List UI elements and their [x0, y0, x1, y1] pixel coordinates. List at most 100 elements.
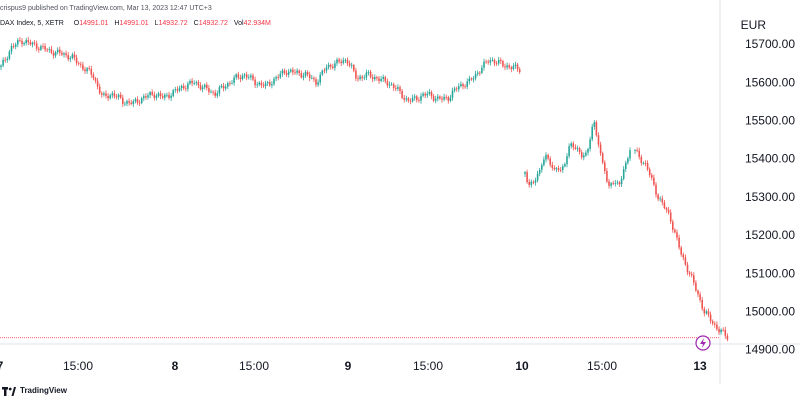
candle-body	[574, 147, 577, 149]
candle-body	[327, 64, 330, 68]
candle-body	[610, 183, 612, 186]
candle-body	[124, 103, 126, 105]
candle-body	[222, 85, 225, 89]
candle-body	[532, 181, 535, 183]
candle-body	[170, 95, 172, 98]
candle-body	[212, 91, 214, 93]
candle-body	[262, 85, 265, 87]
candle-body	[593, 122, 596, 127]
candle-body	[418, 100, 420, 101]
ohlc-low: L14932.72	[154, 20, 188, 27]
candle-body	[338, 59, 340, 62]
candle-body	[134, 99, 137, 102]
candle-body	[491, 59, 494, 61]
candle-body	[275, 77, 277, 79]
candle-body	[378, 78, 380, 81]
x-tick-label: 13	[693, 359, 707, 373]
y-tick-label: 15700.00	[745, 37, 795, 51]
candle-body	[367, 71, 370, 73]
ohlc-close: C14932.72	[193, 20, 228, 27]
candle-body	[27, 40, 30, 43]
candle-body	[392, 84, 395, 88]
candle-body	[52, 52, 55, 56]
brand-name[interactable]: TradingView	[20, 386, 67, 395]
candle-body	[545, 154, 547, 160]
y-tick-label: 15100.00	[745, 266, 795, 280]
candle-body	[466, 81, 468, 87]
candle-body	[334, 63, 336, 68]
candle-body	[684, 257, 687, 265]
candle-body	[682, 254, 685, 258]
symbol-legend[interactable]: DAX Index, 5, XETR O14991.01 H14991.01 L…	[0, 20, 271, 27]
candle-body	[8, 51, 11, 59]
candle-body	[701, 299, 703, 309]
candle-body	[136, 99, 139, 103]
candle-body	[0, 65, 2, 68]
candle-body	[218, 87, 221, 94]
candle-body	[189, 80, 191, 84]
candle-body	[644, 163, 647, 164]
candle-body	[445, 96, 447, 98]
tradingview-logo-icon[interactable]	[2, 387, 16, 396]
y-tick-label: 15300.00	[745, 190, 795, 204]
candle-body	[416, 96, 418, 101]
candle-body	[332, 66, 334, 68]
candle-body	[447, 97, 450, 101]
candle-body	[206, 84, 208, 89]
candle-body	[220, 85, 223, 88]
candle-body	[538, 169, 541, 174]
candle-body	[273, 78, 275, 85]
candle-body	[614, 182, 617, 184]
candle-body	[585, 152, 587, 156]
published-info: crispus9 published on TradingView.com, M…	[0, 5, 212, 12]
candle-body	[128, 101, 130, 103]
y-tick-label: 15400.00	[745, 152, 795, 166]
candle-body	[432, 96, 435, 101]
candle-body	[547, 154, 549, 159]
candle-body	[441, 98, 443, 100]
candle-body	[254, 79, 256, 86]
candle-body	[606, 170, 608, 182]
candle-body	[44, 46, 46, 50]
candle-body	[401, 90, 403, 98]
candle-body	[572, 143, 575, 148]
candle-body	[458, 86, 460, 90]
candle-body	[726, 335, 729, 340]
y-tick-label: 15000.00	[745, 305, 795, 319]
candle-body	[487, 61, 489, 63]
candle-body	[277, 77, 279, 78]
candle-body	[269, 82, 271, 86]
candle-body	[627, 158, 629, 163]
candle-body	[145, 96, 147, 98]
price-chart[interactable]: 14900.00 15000.00 15100.00 15200.00 15300.00…	[0, 0, 800, 384]
candle-body	[14, 44, 17, 47]
candle-body	[669, 212, 672, 222]
candle-body	[587, 148, 589, 153]
candle-body	[239, 77, 242, 80]
candle-body	[634, 150, 636, 152]
candle-body	[686, 264, 689, 273]
y-tick-label: 15200.00	[745, 228, 795, 242]
candle-body	[187, 83, 189, 89]
candle-body	[176, 89, 179, 91]
x-tick-label: 15:00	[413, 359, 443, 373]
candle-body	[101, 93, 103, 95]
candle-body	[256, 84, 258, 86]
candle-body	[283, 70, 286, 73]
candle-body	[350, 65, 353, 66]
candle-body	[510, 67, 513, 70]
candle-body	[651, 175, 653, 178]
candle-body	[178, 88, 181, 91]
candle-body	[638, 150, 640, 157]
candle-body	[80, 63, 82, 65]
candle-body	[562, 166, 564, 170]
lightning-icon	[700, 338, 706, 348]
candle-body	[697, 290, 699, 295]
candle-body	[258, 82, 261, 85]
candle-body	[168, 94, 170, 98]
candle-body	[534, 180, 537, 183]
candle-body	[361, 76, 363, 79]
candle-body	[290, 69, 292, 72]
candle-body	[597, 135, 600, 145]
candle-body	[191, 80, 193, 84]
